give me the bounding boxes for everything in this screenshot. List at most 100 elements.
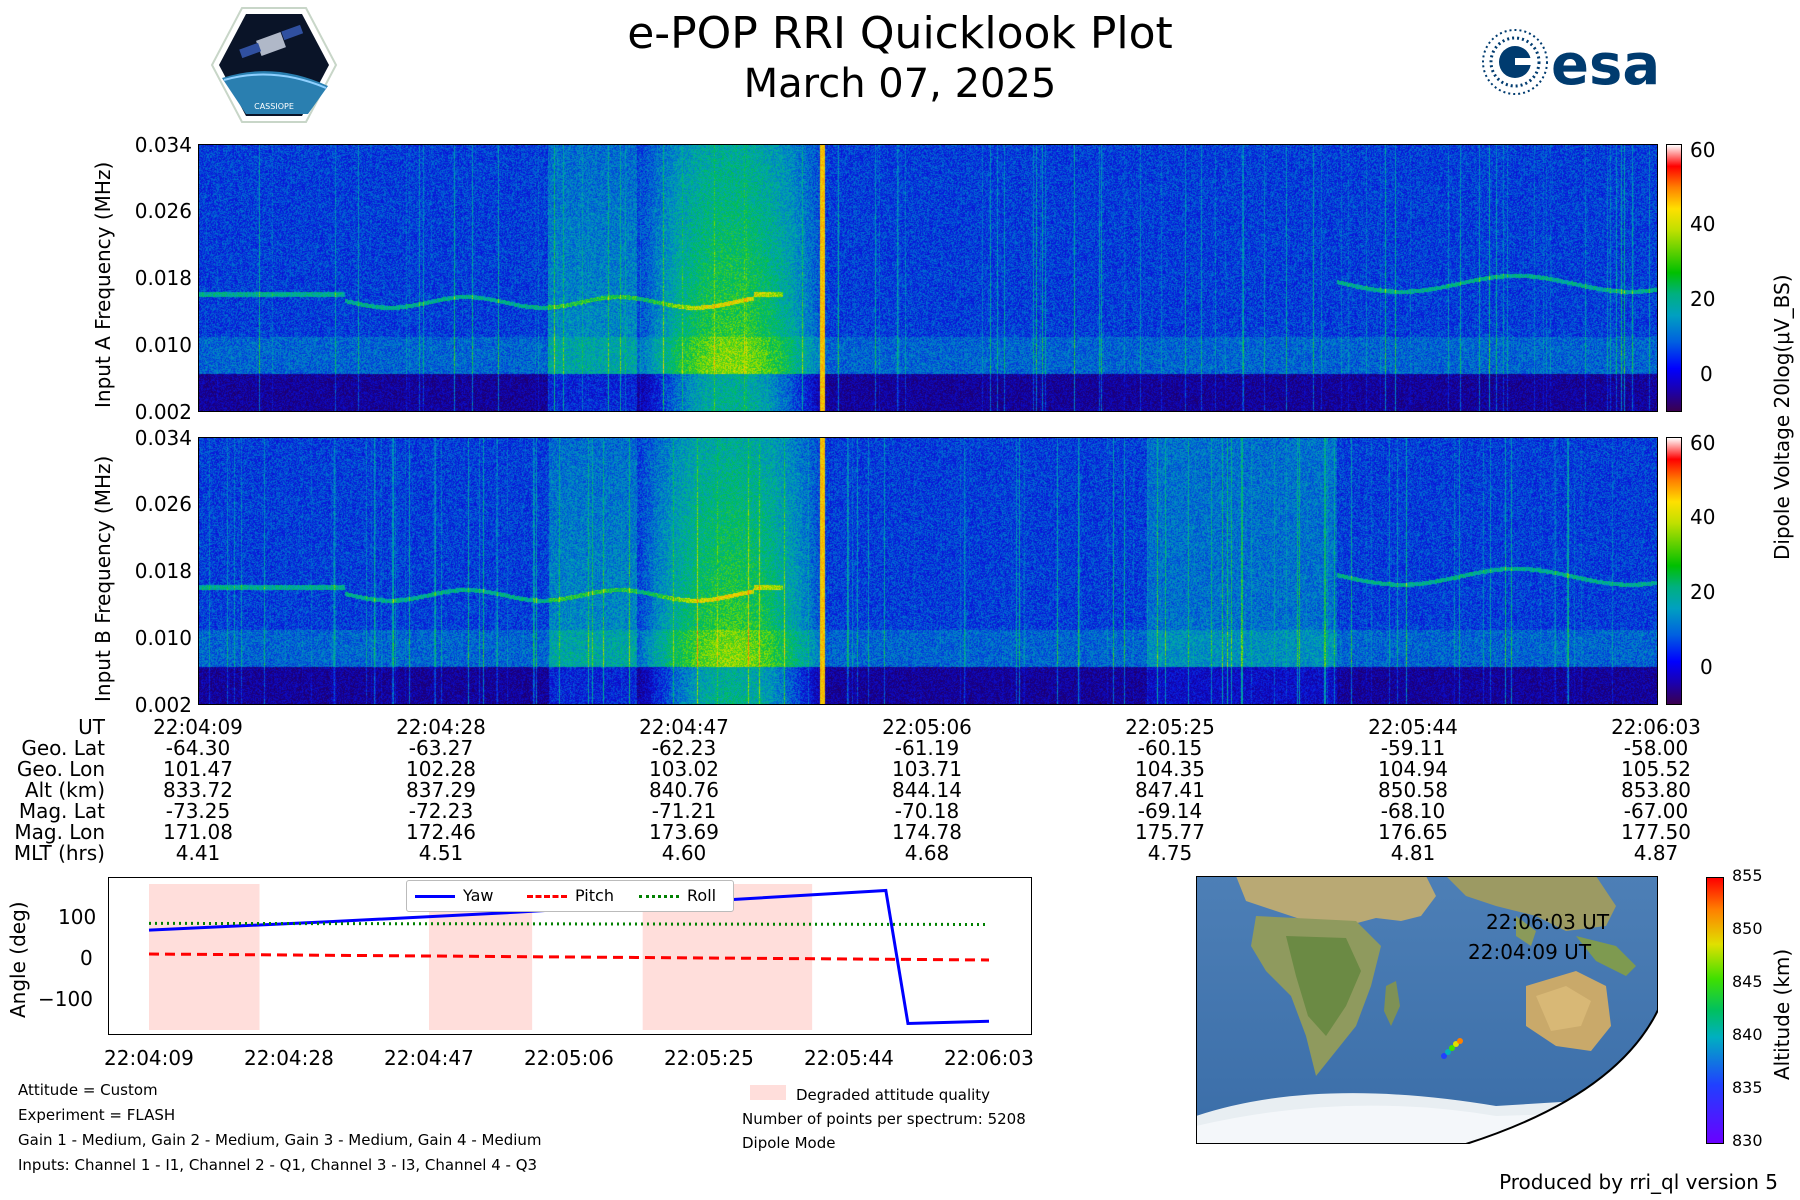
page-subtitle: March 07, 2025 bbox=[743, 61, 1057, 107]
spec-b-ylabel: Input B Frequency (MHz) bbox=[91, 455, 115, 702]
orbit-point bbox=[1449, 1045, 1455, 1051]
footer-credit: Produced by rri_ql version 5 bbox=[1499, 1170, 1778, 1194]
legend-pitch-swatch bbox=[527, 895, 567, 898]
orbit-map: 22:06:03 UT 22:06:03 UT 22:04:09 UT bbox=[1196, 876, 1658, 1144]
title-block: e-POP RRI Quicklook Plot March 07, 2025 bbox=[0, 8, 1800, 108]
attitude-ylabel: Angle (deg) bbox=[6, 901, 30, 1018]
orbit-point bbox=[1445, 1049, 1451, 1055]
spec-a-cbtick: 60 bbox=[1690, 138, 1716, 162]
ephemeris-row-label: Geo. Lon bbox=[16, 757, 105, 781]
experiment-notes-2: Degraded attitude quality Number of poin… bbox=[742, 1083, 1026, 1155]
series-roll-line bbox=[148, 921, 990, 926]
altitude-cbtick: 845 bbox=[1732, 972, 1763, 991]
orbit-point bbox=[1457, 1038, 1463, 1044]
ephemeris-cell: 840.76 bbox=[649, 778, 719, 802]
note-mode: Dipole Mode bbox=[742, 1134, 836, 1152]
esa-logo: esa bbox=[1482, 29, 1660, 96]
spec-b-cbtick: 0 bbox=[1700, 655, 1713, 679]
altitude-colorbar-label: Altitude (km) bbox=[1770, 948, 1794, 1080]
ephemeris-row-label: Geo. Lat bbox=[21, 736, 105, 760]
altitude-cbtick: 840 bbox=[1732, 1025, 1763, 1044]
ephemeris-cell: 101.47 bbox=[163, 757, 233, 781]
ephemeris-cell: 4.68 bbox=[904, 841, 950, 865]
ephemeris-row: UT 22:04:09 22:04:28 22:04:47 22:05:06 22:05:… bbox=[0, 715, 1800, 739]
note-points: Number of points per spectrum: 5208 bbox=[742, 1110, 1026, 1128]
ephemeris-row-label: Mag. Lat bbox=[18, 799, 105, 823]
spectrogram-b-canvas bbox=[199, 438, 1657, 704]
ephemeris-cell: 837.29 bbox=[406, 778, 476, 802]
ephemeris-cell: -71.21 bbox=[651, 799, 717, 823]
attitude-xtick: 22:05:06 bbox=[524, 1046, 614, 1070]
spec-b-cbtick: 60 bbox=[1690, 431, 1716, 455]
attitude-xtick: 22:04:28 bbox=[244, 1046, 334, 1070]
page-title: e-POP RRI Quicklook Plot bbox=[627, 8, 1173, 59]
note-degraded: Degraded attitude quality bbox=[796, 1086, 991, 1104]
ephemeris-cell: 4.41 bbox=[175, 841, 221, 865]
note-inputs: Inputs: Channel 1 - I1, Channel 2 - Q1, … bbox=[18, 1156, 538, 1174]
attitude-xtick: 22:04:47 bbox=[384, 1046, 474, 1070]
ephemeris-cell: -73.25 bbox=[165, 799, 231, 823]
ephemeris-cell: 103.71 bbox=[892, 757, 962, 781]
spec-a-cbtick: 0 bbox=[1700, 362, 1713, 386]
ephemeris-cell: 103.02 bbox=[649, 757, 719, 781]
spec-b-colorbar bbox=[1666, 437, 1682, 705]
attitude-ytick: 100 bbox=[58, 905, 97, 929]
spec-b-ytick: 0.018 bbox=[134, 559, 192, 583]
ephemeris-cell: 105.52 bbox=[1621, 757, 1691, 781]
ephemeris-cell: -60.15 bbox=[1137, 736, 1203, 760]
ephemeris-row: Mag. Lon 171.08 172.46 173.69 174.78 175.77 17… bbox=[0, 820, 1800, 844]
legend-yaw-swatch bbox=[415, 895, 455, 898]
esa-logo-text: esa bbox=[1551, 33, 1660, 96]
spec-b-cbtick: 40 bbox=[1690, 505, 1716, 529]
ephemeris-cell: -58.00 bbox=[1623, 736, 1689, 760]
spec-a-colorbar bbox=[1666, 144, 1682, 412]
altitude-cbtick: 855 bbox=[1732, 866, 1763, 885]
legend-pitch-label: Pitch bbox=[575, 886, 614, 905]
cassiope-logo: CASSIOPE bbox=[210, 7, 338, 123]
spec-b-ytick: 0.002 bbox=[134, 693, 192, 717]
spec-a-cbtick: 40 bbox=[1690, 212, 1716, 236]
ephemeris-cell: -68.10 bbox=[1380, 799, 1446, 823]
ephemeris-cell: 173.69 bbox=[649, 820, 719, 844]
attitude-xtick: 22:04:09 bbox=[104, 1046, 194, 1070]
ephemeris-cell: 172.46 bbox=[406, 820, 476, 844]
orbit-map-svg: 22:06:03 UT bbox=[1196, 876, 1658, 1144]
altitude-cbtick: 830 bbox=[1732, 1131, 1763, 1150]
attitude-xtick: 22:05:44 bbox=[804, 1046, 894, 1070]
ephemeris-row: Alt (km) 833.72 837.29 840.76 844.14 847.41 85… bbox=[0, 778, 1800, 802]
spec-a-ytick: 0.010 bbox=[134, 333, 192, 357]
orbit-track bbox=[1441, 1038, 1463, 1059]
ephemeris-cell: -61.19 bbox=[894, 736, 960, 760]
spec-a-cbtick: 20 bbox=[1690, 287, 1716, 311]
ephemeris-cell: -72.23 bbox=[408, 799, 474, 823]
spec-a-ytick: 0.018 bbox=[134, 266, 192, 290]
altitude-cbtick: 835 bbox=[1732, 1078, 1763, 1097]
ephemeris-row: Geo. Lon 101.47 102.28 103.02 103.71 104.35 10… bbox=[0, 757, 1800, 781]
orbit-point bbox=[1441, 1053, 1447, 1059]
ephemeris-cell: 22:05:06 bbox=[882, 715, 972, 739]
ephemeris-cell: 175.77 bbox=[1135, 820, 1205, 844]
ephemeris-cell: 4.60 bbox=[661, 841, 707, 865]
attitude-xtick: 22:05:25 bbox=[664, 1046, 754, 1070]
altitude-cbtick: 850 bbox=[1732, 919, 1763, 938]
ephemeris-row-label: MLT (hrs) bbox=[13, 841, 105, 865]
spec-b-ytick: 0.034 bbox=[134, 426, 192, 450]
attitude-legend: Yaw Pitch Roll bbox=[406, 880, 734, 912]
ephemeris-cell: -69.14 bbox=[1137, 799, 1203, 823]
ephemeris-row-label: Mag. Lon bbox=[14, 820, 105, 844]
spec-a-ytick: 0.034 bbox=[134, 133, 192, 157]
ephemeris-cell: -59.11 bbox=[1380, 736, 1446, 760]
ephemeris-cell: 22:04:09 bbox=[153, 715, 243, 739]
orbit-start-label: 22:04:09 UT bbox=[1468, 940, 1592, 964]
spec-a-ylabel: Input A Frequency (MHz) bbox=[91, 161, 115, 408]
ephemeris-cell: 176.65 bbox=[1378, 820, 1448, 844]
ephemeris-cell: -70.18 bbox=[894, 799, 960, 823]
ephemeris-cell: 844.14 bbox=[892, 778, 962, 802]
note-experiment: Experiment = FLASH bbox=[18, 1106, 176, 1124]
legend-roll-swatch bbox=[639, 895, 679, 898]
spec-a-ytick: 0.026 bbox=[134, 199, 192, 223]
spectrogram-input-a bbox=[198, 144, 1658, 412]
ephemeris-cell: 4.51 bbox=[418, 841, 464, 865]
ephemeris-cell: 174.78 bbox=[892, 820, 962, 844]
series-pitch-line bbox=[148, 952, 990, 962]
